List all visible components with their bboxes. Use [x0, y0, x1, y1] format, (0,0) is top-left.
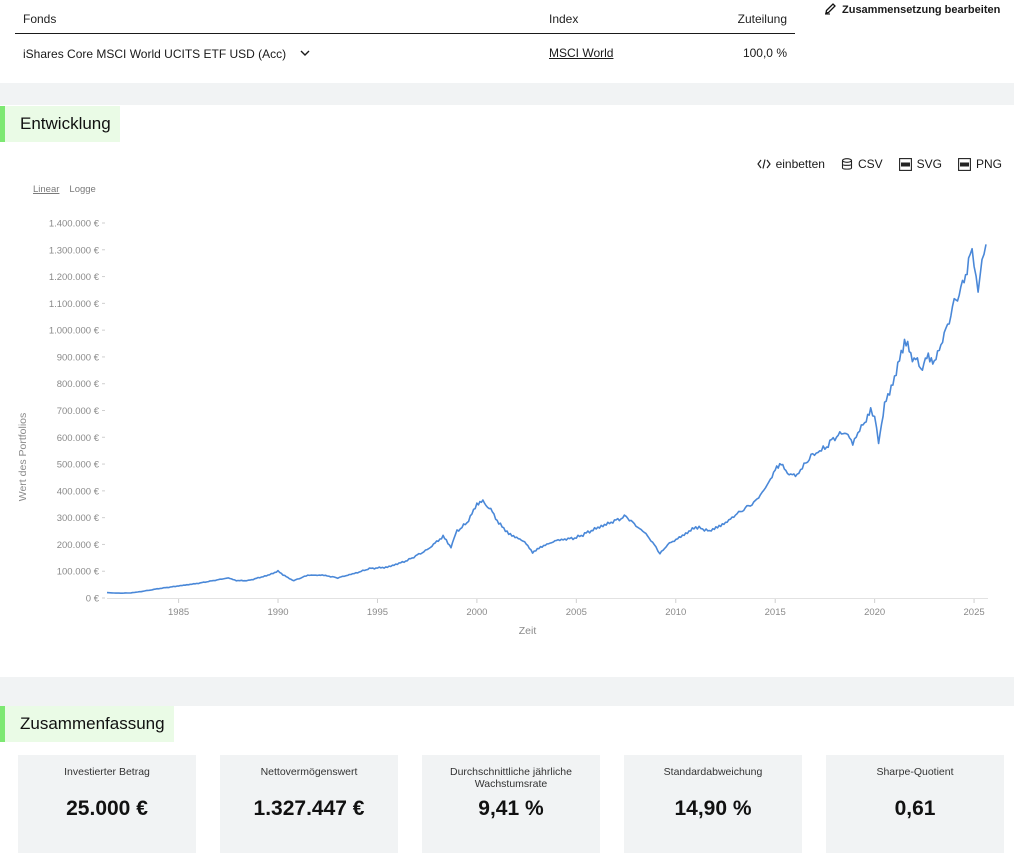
header-index: Index — [549, 12, 579, 26]
summary-cards: Investierter Betrag 25.000 € Nettovermög… — [18, 755, 1004, 853]
card-value: 14,90 % — [674, 797, 752, 820]
x-tick-label: 2015 — [765, 607, 786, 618]
y-tick-label: 100.000 € — [57, 567, 100, 578]
summary-card-net-asset-value: Nettovermögenswert 1.327.447 € — [220, 755, 398, 853]
table-row: iShares Core MSCI World UCITS ETF USD (A… — [15, 34, 795, 70]
svg-file-icon — [898, 157, 912, 171]
y-tick-label: 200.000 € — [57, 540, 100, 551]
y-tick-label: 500.000 € — [57, 460, 100, 471]
fund-selector[interactable]: iShares Core MSCI World UCITS ETF USD (A… — [23, 46, 310, 61]
x-tick-label: 1990 — [267, 607, 288, 618]
portfolio-value-line — [106, 244, 987, 594]
section-title-development: Entwicklung — [0, 106, 120, 142]
y-tick-label: 700.000 € — [57, 406, 100, 417]
database-icon — [841, 157, 853, 171]
summary-card-invested: Investierter Betrag 25.000 € — [18, 755, 196, 853]
chevron-down-icon[interactable] — [300, 46, 310, 60]
y-tick-label: 0 € — [86, 594, 100, 605]
card-value: 9,41 % — [478, 797, 544, 820]
summary-card-std-deviation: Standardabweichung 14,90 % — [624, 755, 802, 853]
section-divider — [0, 83, 1014, 105]
card-label: Investierter Betrag — [64, 766, 150, 778]
y-tick-label: 600.000 € — [57, 433, 100, 444]
card-value: 1.327.447 € — [253, 797, 365, 820]
y-tick-label: 1.100.000 € — [49, 299, 100, 310]
scale-toggle: Linear Logge — [33, 184, 96, 195]
card-value: 25.000 € — [66, 797, 148, 820]
y-tick-label: 400.000 € — [57, 486, 100, 497]
x-tick-label: 1995 — [367, 607, 388, 618]
x-tick-label: 2025 — [964, 607, 985, 618]
y-tick-label: 900.000 € — [57, 352, 100, 363]
x-tick-label: 2020 — [864, 607, 885, 618]
svg-label: SVG — [916, 157, 942, 171]
summary-card-cagr: Durchschnittliche jährliche Wachstumsrat… — [422, 755, 600, 853]
y-tick-label: 1.400.000 € — [49, 219, 100, 230]
index-link[interactable]: MSCI World — [549, 46, 614, 60]
y-tick-label: 800.000 € — [57, 379, 100, 390]
x-tick-label: 1985 — [168, 607, 189, 618]
x-tick-label: 2010 — [665, 607, 686, 618]
csv-label: CSV — [857, 157, 883, 171]
pencil-icon — [824, 2, 837, 18]
png-file-icon — [958, 157, 971, 171]
fund-table-header: Fonds Index Zuteilung — [15, 0, 795, 34]
png-download-button[interactable]: PNG — [958, 157, 1002, 171]
y-tick-label: 300.000 € — [57, 513, 100, 524]
fund-table: Fonds Index Zuteilung iShares Core MSCI … — [15, 0, 795, 70]
csv-download-button[interactable]: CSV — [841, 157, 883, 171]
y-tick-label: 1.300.000 € — [49, 245, 100, 256]
section-divider — [0, 677, 1014, 706]
portfolio-chart: 0 € 100.000 € 200.000 € 300.000 € 400.000 € 5… — [17, 219, 988, 637]
summary-card-sharpe: Sharpe-Quotient 0,61 — [826, 755, 1004, 853]
allocation-value: 100,0 % — [742, 46, 787, 60]
embed-button[interactable]: einbetten — [756, 157, 825, 171]
y-tick-label: 1.000.000 € — [49, 326, 100, 337]
x-tick-label: 2005 — [566, 607, 587, 618]
card-label: Sharpe-Quotient — [876, 766, 954, 778]
card-label: Durchschnittliche jährliche Wachstumsrat… — [450, 766, 572, 790]
x-axis-title: Zeit — [519, 625, 537, 637]
edit-composition-label: Zusammensetzung bearbeiten — [842, 4, 1001, 16]
card-value: 0,61 — [894, 797, 936, 820]
x-tick-label: 2000 — [466, 607, 487, 618]
png-label: PNG — [975, 157, 1002, 171]
scale-linear-option[interactable]: Linear — [33, 184, 60, 195]
y-tick-label: 1.200.000 € — [49, 272, 100, 283]
scale-log-option[interactable]: Logge — [69, 184, 96, 195]
header-allocation: Zuteilung — [737, 12, 787, 26]
embed-label: einbetten — [775, 157, 825, 171]
fund-name: iShares Core MSCI World UCITS ETF USD (A… — [23, 47, 287, 61]
edit-composition-button[interactable]: Zusammensetzung bearbeiten — [824, 2, 1000, 18]
y-axis-title: Wert des Portfolios — [17, 413, 29, 502]
header-fund: Fonds — [23, 12, 57, 26]
card-label: Standardabweichung — [663, 766, 763, 778]
card-label: Nettovermögenswert — [260, 766, 358, 778]
svg-download-button[interactable]: SVG — [898, 157, 942, 171]
code-icon — [756, 159, 771, 169]
export-toolbar: einbetten CSV SVG PNG — [756, 157, 1002, 171]
section-title-summary: Zusammenfassung — [0, 706, 174, 742]
